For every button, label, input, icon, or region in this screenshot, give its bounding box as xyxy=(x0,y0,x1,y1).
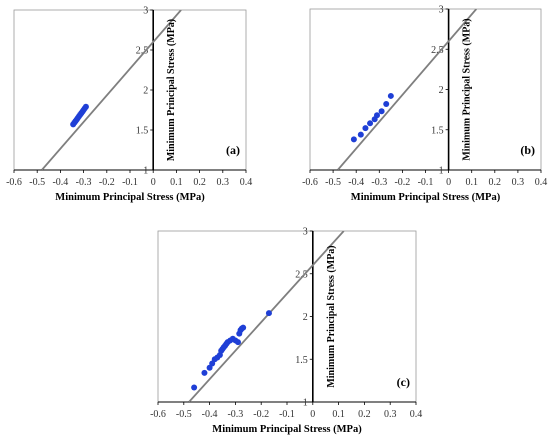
y-tick-label: 3 xyxy=(303,227,308,238)
y-tick-label: 3 xyxy=(439,5,444,16)
x-tick-label: 0.2 xyxy=(193,177,206,188)
plot-frame xyxy=(309,8,542,171)
data-point xyxy=(234,339,241,346)
panel-label: (c) xyxy=(397,375,410,389)
data-point xyxy=(191,384,198,391)
y-tick-label: 2 xyxy=(143,86,148,97)
x-tick-label: 0.2 xyxy=(358,409,371,420)
x-tick-label: 0 xyxy=(446,177,451,188)
data-point xyxy=(350,136,357,143)
x-tick-label: 0.4 xyxy=(535,177,548,188)
x-tick-label: -0.5 xyxy=(325,177,341,188)
x-tick-label: 0.1 xyxy=(332,409,345,420)
x-axis-title: Minimum Principal Stress (MPa) xyxy=(212,424,362,435)
y-tick-label: 1.5 xyxy=(295,355,308,366)
y-axis-title: Minimum Principal Stress (MPa) xyxy=(462,18,473,160)
x-tick-label: -0.2 xyxy=(394,177,410,188)
y-axis-title: Minimum Principal Stress (MPa) xyxy=(326,245,337,387)
y-tick-label: 2 xyxy=(439,85,444,96)
x-tick-label: -0.6 xyxy=(6,177,22,188)
y-tick-label: 1 xyxy=(143,166,148,177)
data-point xyxy=(82,103,89,110)
x-tick-label: -0.1 xyxy=(122,177,138,188)
data-point xyxy=(378,108,385,115)
x-tick-label: -0.5 xyxy=(176,409,192,420)
x-tick-label: 0.4 xyxy=(240,177,253,188)
data-point xyxy=(265,310,272,317)
x-tick-label: -0.4 xyxy=(348,177,364,188)
x-tick-label: 0.1 xyxy=(465,177,478,188)
x-tick-label: -0.6 xyxy=(150,409,166,420)
x-axis-title: Minimum Principal Stress (MPa) xyxy=(55,192,205,203)
data-point xyxy=(357,131,364,138)
x-tick-label: 0.3 xyxy=(384,409,397,420)
y-tick-label: 1 xyxy=(303,398,308,409)
y-tick-label: 2.5 xyxy=(295,269,308,280)
x-tick-label: -0.1 xyxy=(279,409,295,420)
x-tick-label: -0.6 xyxy=(302,177,318,188)
x-tick-label: -0.2 xyxy=(99,177,115,188)
x-tick-label: -0.3 xyxy=(76,177,92,188)
y-tick-label: 1 xyxy=(439,166,444,177)
plot-frame xyxy=(157,230,417,403)
x-axis-title: Minimum Principal Stress (MPa) xyxy=(351,192,501,203)
x-tick-label: 0.3 xyxy=(217,177,230,188)
x-tick-label: 0.1 xyxy=(170,177,183,188)
x-tick-label: 0.3 xyxy=(512,177,525,188)
y-tick-label: 3 xyxy=(143,6,148,17)
trend-line xyxy=(41,10,182,170)
y-tick-label: 2.5 xyxy=(136,46,149,57)
trend-line xyxy=(188,231,345,402)
data-point xyxy=(240,324,247,331)
y-axis-title: Minimum Principal Stress (MPa) xyxy=(166,19,177,161)
x-tick-label: 0 xyxy=(310,409,315,420)
x-tick-label: -0.4 xyxy=(52,177,68,188)
x-tick-label: 0 xyxy=(151,177,156,188)
data-point xyxy=(367,120,374,127)
data-point xyxy=(387,92,394,99)
y-tick-label: 2 xyxy=(303,312,308,323)
data-point xyxy=(362,125,369,132)
y-tick-label: 1.5 xyxy=(431,125,444,136)
panel-label: (a) xyxy=(226,143,240,157)
x-tick-label: 0.2 xyxy=(489,177,502,188)
x-tick-label: -0.1 xyxy=(418,177,434,188)
chart-panel: -0.6 -0.5 -0.4 -0.3 -0.2 -0.1 0 0.1 0.2 0.3 0.4 1 1.… xyxy=(302,5,547,204)
x-tick-label: -0.3 xyxy=(227,409,243,420)
chart-panel: -0.6 -0.5 -0.4 -0.3 -0.2 -0.1 0 0.1 0.2 0.3 0.4 1 1.… xyxy=(150,227,422,436)
x-tick-label: -0.3 xyxy=(371,177,387,188)
data-point xyxy=(373,112,380,119)
plot-frame xyxy=(13,9,247,171)
x-tick-label: -0.4 xyxy=(202,409,218,420)
y-tick-label: 1.5 xyxy=(136,126,149,137)
x-tick-label: -0.2 xyxy=(253,409,269,420)
data-point xyxy=(383,100,390,107)
chart-panel: -0.6 -0.5 -0.4 -0.3 -0.2 -0.1 0 0.1 0.2 0.3 0.4 1 1.… xyxy=(6,6,252,204)
x-tick-label: -0.5 xyxy=(29,177,45,188)
trend-line xyxy=(337,9,478,170)
data-point xyxy=(201,369,208,376)
panel-label: (b) xyxy=(520,143,535,157)
y-tick-label: 2.5 xyxy=(431,45,444,56)
x-tick-label: 0.4 xyxy=(410,409,423,420)
